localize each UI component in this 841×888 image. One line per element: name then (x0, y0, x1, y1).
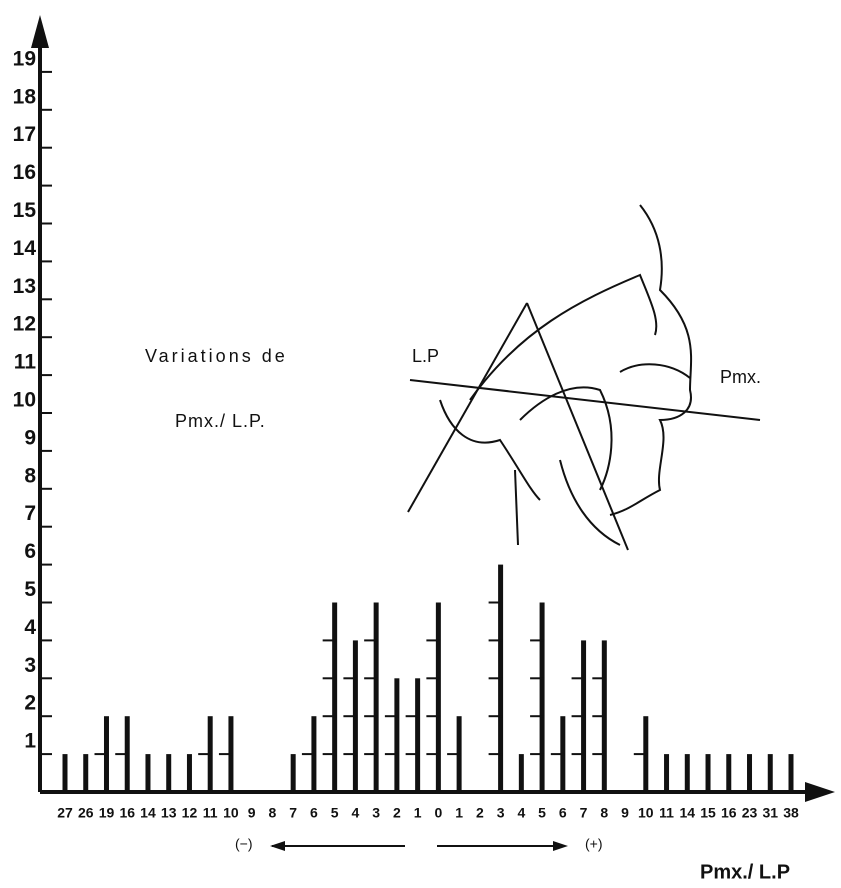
y-tick-label: 4 (24, 616, 36, 639)
annotation: L.P (412, 346, 439, 366)
bar (436, 603, 441, 793)
rotation-arrow (620, 364, 690, 378)
x-tick-label: 4 (352, 805, 360, 821)
x-tick-label: 10 (638, 805, 654, 821)
x-tick-label: 16 (119, 805, 135, 821)
bar (332, 603, 337, 793)
y-tick-label: 7 (24, 502, 36, 525)
bar (291, 754, 296, 792)
x-tick-label: 14 (679, 805, 695, 821)
x-tick-label: 1 (455, 805, 463, 821)
face-profile (610, 205, 691, 515)
x-tick-label: 3 (497, 805, 505, 821)
y-tick-label: 17 (13, 123, 36, 146)
chart: Variations de Pmx./ L.P. L.P Pmx. (−) (+… (0, 0, 841, 888)
y-tick-label: 13 (13, 275, 36, 298)
y-tick-label: 8 (24, 464, 36, 487)
y-tick-label: 12 (13, 313, 36, 336)
x-tick-label: 9 (621, 805, 629, 821)
y-tick-label: 15 (13, 199, 37, 222)
y-tick-label: 16 (13, 161, 36, 184)
bar (145, 754, 150, 792)
y-tick-label: 5 (24, 578, 36, 601)
x-tick-label: 5 (538, 805, 546, 821)
bar (706, 754, 711, 792)
x-tick-label: 7 (580, 805, 588, 821)
y-tick-label: 19 (13, 47, 36, 70)
x-tick-label: 6 (310, 805, 318, 821)
y-tick-label: 2 (24, 692, 36, 715)
pmx-line (410, 380, 760, 420)
bar (519, 754, 524, 792)
x-tick-label: 27 (57, 805, 73, 821)
x-tick-label: 10 (223, 805, 239, 821)
arrow-head (805, 782, 835, 802)
x-tick-label: 26 (78, 805, 94, 821)
bar (540, 603, 545, 793)
bar (726, 754, 731, 792)
bar (768, 754, 773, 792)
bar (187, 754, 192, 792)
x-tick-label: 23 (742, 805, 758, 821)
bar (747, 754, 752, 792)
lp-line (527, 303, 628, 550)
arrow-head (270, 841, 285, 851)
neck-outline (515, 460, 620, 545)
y-tick-label: 9 (24, 426, 36, 449)
skull-outline (470, 275, 656, 400)
x-tick-label: 11 (203, 805, 218, 821)
lp-line (408, 303, 527, 512)
y-tick-label: 3 (24, 654, 36, 677)
x-tick-label: 38 (783, 805, 799, 821)
x-tick-label: 8 (600, 805, 608, 821)
y-tick-label: 18 (13, 85, 37, 108)
x-tick-label: 0 (434, 805, 442, 821)
x-tick-label: 2 (476, 805, 484, 821)
bar (374, 603, 379, 793)
illustration (408, 205, 760, 550)
x-tick-label: 14 (140, 805, 156, 821)
y-tick-label: 1 (24, 730, 36, 753)
bar (83, 754, 88, 792)
x-tick-label: 3 (372, 805, 380, 821)
bar (394, 678, 399, 792)
bar (685, 754, 690, 792)
annotation: (−) (235, 836, 253, 852)
annotation: Pmx./ L.P. (175, 411, 266, 431)
y-tick-label: 14 (13, 237, 37, 260)
x-tick-label: 16 (721, 805, 737, 821)
x-tick-label: 7 (289, 805, 297, 821)
annotation: (+) (585, 836, 603, 852)
bar (63, 754, 68, 792)
x-tick-label: 31 (762, 805, 778, 821)
bar (789, 754, 794, 792)
x-tick-label: 1 (414, 805, 422, 821)
x-tick-label: 15 (700, 805, 716, 821)
x-tick-label: 19 (99, 805, 115, 821)
x-tick-label: 2 (393, 805, 401, 821)
x-tick-label: 4 (517, 805, 525, 821)
x-tick-label: 6 (559, 805, 567, 821)
y-tick-label: 6 (24, 540, 36, 563)
x-tick-label: 9 (248, 805, 256, 821)
y-tick-label: 11 (14, 351, 37, 374)
x-tick-label: 13 (161, 805, 177, 821)
bar (664, 754, 669, 792)
annotation: Pmx. (720, 367, 761, 387)
bar (415, 678, 420, 792)
x-tick-label: 12 (182, 805, 198, 821)
arrow-head (553, 841, 568, 851)
annotation: Variations de (145, 346, 288, 366)
x-tick-label: 8 (269, 805, 277, 821)
y-tick-label: 10 (13, 389, 36, 412)
arrow-head (31, 15, 49, 48)
x-axis-label: Pmx./ L.P (700, 861, 790, 883)
x-tick-label: 11 (659, 805, 674, 821)
bar (166, 754, 171, 792)
x-tick-label: 5 (331, 805, 339, 821)
